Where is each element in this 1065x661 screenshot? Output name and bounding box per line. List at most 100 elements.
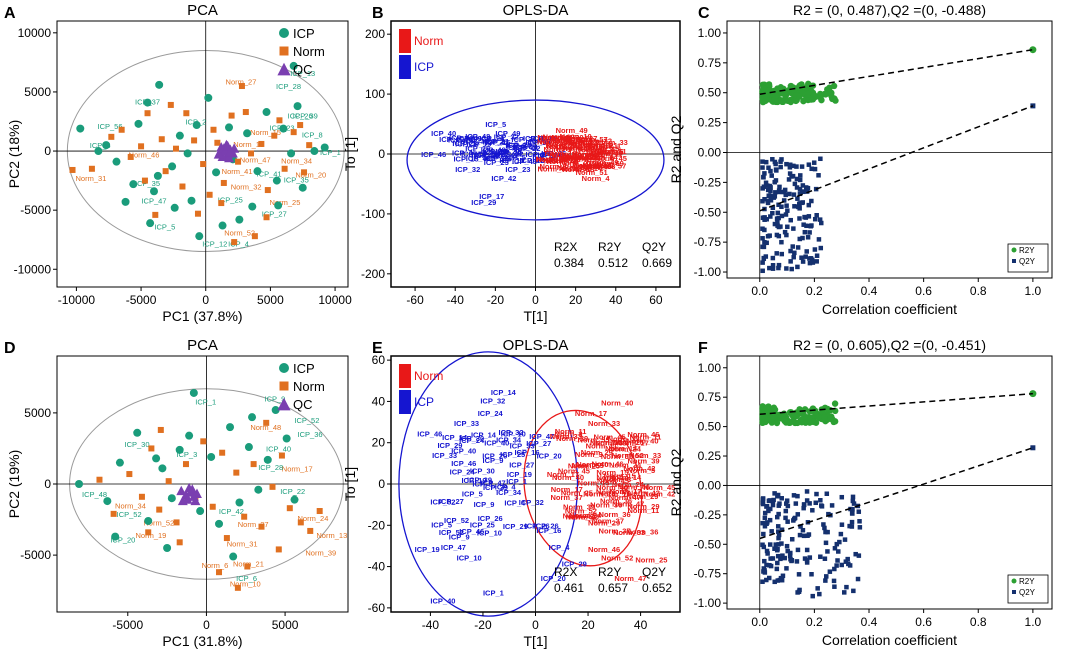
norm-point	[157, 426, 164, 433]
score-label: Norm_40	[552, 473, 584, 482]
icp-point	[168, 162, 177, 171]
q2y-point	[778, 224, 783, 229]
x-tick-label: 0.0	[751, 284, 768, 298]
q2y-point	[763, 254, 769, 259]
norm-point	[301, 169, 308, 176]
q2y-point	[787, 171, 793, 176]
stats-label: R2X	[554, 240, 577, 254]
q2y-point	[818, 554, 823, 559]
q2y-point	[765, 200, 771, 206]
x-tick-label: 0	[203, 618, 210, 632]
panel-letter: F	[698, 340, 708, 357]
score-label: ICP_4	[495, 483, 517, 492]
q2y-point	[774, 216, 780, 221]
norm-point	[290, 129, 297, 136]
q2y-point	[845, 556, 850, 562]
score-label: Norm_6	[586, 143, 614, 152]
score-label: Norm_33	[629, 451, 661, 460]
r2y-point	[804, 93, 811, 101]
q2y-point	[774, 232, 780, 238]
icp-point	[293, 102, 302, 111]
norm-point	[258, 140, 265, 147]
y-axis-label: PC2 (19%)	[6, 450, 22, 518]
x-tick-label: 0.6	[915, 615, 932, 629]
q2y-point	[774, 566, 780, 572]
icp-point	[187, 196, 196, 205]
score-label: Norm_57	[576, 146, 608, 155]
score-label: Norm_3	[603, 475, 631, 484]
score-label: ICP_22	[497, 148, 522, 157]
icp-point	[271, 406, 280, 415]
score-label: Norm_33	[588, 419, 620, 428]
q2y-point	[765, 187, 771, 193]
plot-frame	[726, 355, 1053, 610]
q2y-point	[777, 501, 782, 506]
point-label: Norm_27	[226, 77, 257, 86]
score-label: Norm_39	[627, 456, 659, 465]
q2y-point	[775, 494, 780, 499]
norm-point	[263, 214, 270, 221]
q2y-point	[785, 208, 790, 213]
icp-point	[167, 494, 176, 503]
q2y-point	[764, 562, 769, 568]
score-label: Norm_17	[617, 438, 649, 447]
q2y-point	[794, 185, 800, 190]
y-tick-label: 0.00	[698, 478, 722, 492]
score-label: ICP_32	[499, 428, 524, 437]
panel-f: F 0.0 0.2 0.4 0.6 0.8 1.0 -1.00 -0.75 -0.50 -0.25 0…	[668, 337, 1053, 648]
q2y-point	[804, 249, 809, 254]
score-label: ICP_3	[511, 135, 532, 144]
score-label: Norm_1	[540, 162, 568, 171]
x-tick-label: 0	[532, 293, 539, 307]
point-label: ICP_47	[141, 197, 166, 206]
score-label: Norm_40	[601, 399, 633, 408]
r2y-point	[828, 89, 835, 97]
stats-value: 0.652	[642, 581, 672, 595]
norm-point	[194, 210, 201, 217]
q2y-point	[762, 196, 767, 202]
icp-point	[215, 519, 224, 528]
score-label: ICP_26	[478, 514, 503, 523]
score-label: ICP_15	[497, 148, 522, 157]
y-tick-label: 0	[44, 477, 51, 491]
stats-label: R2Y	[598, 240, 621, 254]
q2y-point	[775, 220, 780, 225]
q2y-point	[843, 559, 849, 564]
norm-point	[251, 233, 258, 240]
q2y-point	[835, 558, 840, 563]
q2y-point	[834, 541, 840, 547]
q2y-point	[849, 519, 855, 525]
score-label: ICP_20	[541, 574, 566, 583]
q2y-point	[856, 553, 862, 558]
q2y-point	[772, 546, 777, 551]
q2y-point	[770, 263, 776, 268]
y-tick-label: -0.75	[694, 567, 722, 581]
r2y-point	[777, 412, 784, 419]
q2y-point	[770, 266, 776, 271]
q2y-point	[791, 163, 796, 169]
norm-point	[183, 110, 190, 117]
q2y-point	[812, 216, 818, 222]
score-label: Norm_69	[543, 132, 575, 141]
legend-q2y-marker	[1012, 590, 1016, 594]
score-label: ICP_8	[532, 152, 553, 161]
point-label: ICP_27	[262, 210, 287, 219]
score-label: ICP_21	[484, 137, 509, 146]
icp-ellipse	[398, 351, 579, 617]
r2y-point	[770, 404, 778, 411]
legend-qc-marker	[277, 397, 291, 411]
score-label: ICP_9	[449, 533, 470, 542]
score-label: Norm_49	[586, 158, 618, 167]
r2y-regression-line	[759, 392, 1033, 415]
q2y-point	[784, 498, 790, 503]
stats-value: 0.461	[554, 581, 584, 595]
score-label: ICP_1	[483, 588, 504, 597]
r2y-final-point	[1029, 46, 1037, 54]
score-label: Norm_4	[582, 174, 611, 183]
q2y-point	[804, 489, 810, 494]
q2y-point	[792, 515, 798, 521]
q2y-point	[770, 210, 775, 216]
r2y-point	[817, 90, 824, 98]
q2y-point	[787, 553, 793, 559]
y-axis-label: R2 and Q2	[668, 115, 684, 183]
